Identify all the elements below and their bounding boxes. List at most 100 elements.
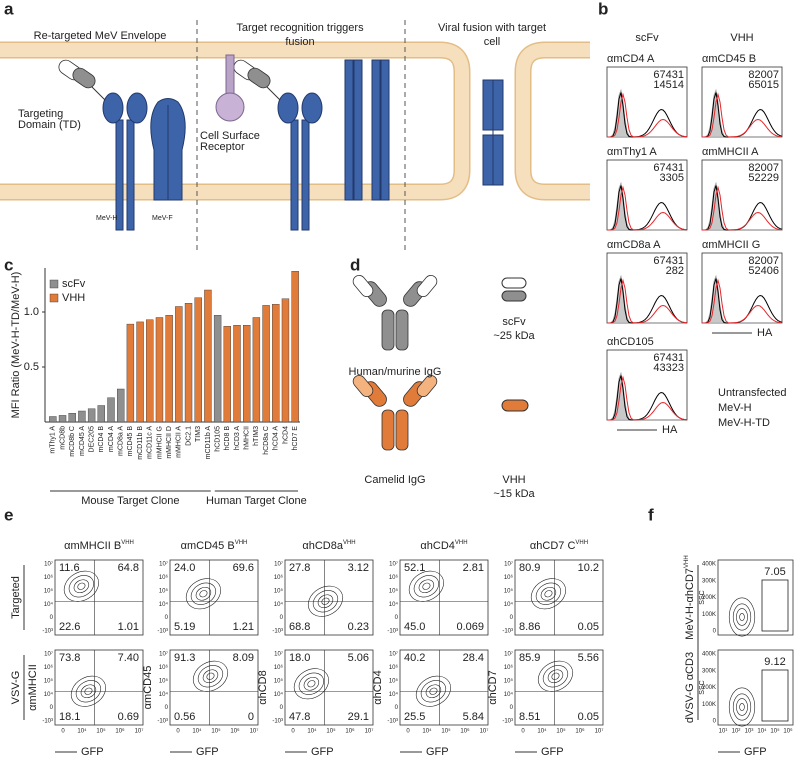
plot-frame bbox=[514, 559, 604, 636]
x-tick-label: hCD7 E bbox=[292, 426, 299, 451]
plot-title: αhCD7 CVHH bbox=[530, 540, 588, 552]
y-tick-label: -10³ bbox=[42, 629, 53, 635]
bar bbox=[117, 388, 125, 423]
bar bbox=[252, 317, 261, 423]
group-label: Mouse Target Clone bbox=[81, 495, 179, 507]
mev-h-td-curve bbox=[702, 185, 783, 231]
y-tick-label: 400K bbox=[702, 562, 716, 568]
vhh-icon bbox=[501, 399, 529, 412]
histogram-title: αhCD105 bbox=[607, 336, 654, 348]
y-tick-label: 0 bbox=[713, 629, 717, 635]
contour bbox=[77, 582, 86, 590]
x-tick-label: mMHCII G bbox=[156, 426, 163, 459]
x-tick-label: 10⁶ bbox=[575, 728, 585, 735]
x-tick-label: 10⁴ bbox=[537, 728, 547, 735]
y-tick-label: 300K bbox=[702, 668, 716, 674]
y-tick-label: 10⁷ bbox=[159, 561, 168, 568]
y-tick-label: 10⁴ bbox=[159, 691, 169, 698]
head bbox=[277, 92, 299, 124]
contour bbox=[732, 603, 752, 631]
label: Domain (TD) bbox=[18, 119, 81, 131]
quadrant-value: 10.2 bbox=[578, 562, 599, 574]
y-tick-label: 10⁶ bbox=[159, 574, 169, 581]
y-tick-label: 10⁴ bbox=[44, 601, 54, 608]
histogram-title: αmMHCII A bbox=[702, 146, 759, 158]
bar bbox=[262, 305, 270, 423]
contour bbox=[739, 613, 745, 621]
mfi-value: 67431 bbox=[653, 69, 684, 81]
domain bbox=[247, 67, 271, 89]
quadrant-value: 0.23 bbox=[348, 621, 369, 633]
quadrant-value: 2.81 bbox=[463, 562, 484, 574]
y-tick-label: 0 bbox=[280, 705, 284, 711]
histogram-title: αmMHCII G bbox=[702, 239, 760, 251]
y-tick-label: 400K bbox=[702, 652, 716, 658]
quadrant-value: 52.1 bbox=[404, 562, 425, 574]
y-tick-label: 10⁵ bbox=[44, 587, 54, 594]
section-title: fusion bbox=[285, 36, 314, 48]
light-chain bbox=[352, 275, 374, 297]
y-tick-label: 200K bbox=[702, 685, 716, 691]
bar bbox=[146, 319, 154, 423]
text-sup: VHH bbox=[235, 540, 248, 546]
contour bbox=[307, 585, 344, 617]
bar bbox=[78, 410, 86, 423]
untransfected-curve bbox=[606, 88, 687, 138]
section-title: cell bbox=[484, 36, 501, 48]
quadrant-value: 5.56 bbox=[578, 652, 599, 664]
contour bbox=[535, 582, 562, 605]
x-tick-label: 10⁵ bbox=[96, 728, 106, 735]
text-sup: VHH bbox=[121, 540, 134, 546]
head bbox=[102, 92, 124, 124]
x-tick-label: hCD8a C bbox=[263, 426, 270, 455]
quadrant-value: 24.0 bbox=[174, 562, 195, 574]
contour bbox=[537, 660, 574, 692]
contour bbox=[418, 579, 435, 594]
x-tick-label: mCD45 B bbox=[127, 426, 134, 457]
quadrant-value: 8.86 bbox=[519, 621, 540, 633]
mev-h-curve bbox=[607, 185, 688, 231]
x-tick-label: 0 bbox=[406, 729, 410, 735]
x-tick-label: mMHCII A bbox=[176, 426, 183, 458]
y-tick-label: 10⁵ bbox=[274, 677, 284, 684]
y-tick-label: 10⁴ bbox=[389, 601, 399, 608]
quadrant-value: 5.84 bbox=[463, 711, 484, 723]
stalk bbox=[126, 119, 135, 231]
histogram-title: αmCD4 A bbox=[607, 53, 655, 65]
y-tick-label: 0 bbox=[395, 615, 399, 621]
untransfected-curve bbox=[701, 181, 782, 231]
y-tick-label: 10⁵ bbox=[504, 587, 514, 594]
quadrant-value: 8.51 bbox=[519, 711, 540, 723]
plot-title: αhCD4VHH bbox=[420, 540, 467, 552]
contour bbox=[530, 578, 566, 610]
mfi-value: 67431 bbox=[653, 255, 684, 267]
pore-protein bbox=[482, 79, 504, 186]
quadrant-value: 45.0 bbox=[404, 621, 425, 633]
text-sup: VHH bbox=[343, 540, 356, 546]
label: Cell Surface bbox=[200, 130, 260, 142]
contour bbox=[63, 570, 99, 602]
plot-title: αmMHCII BVHH bbox=[64, 540, 134, 552]
stalk bbox=[301, 119, 310, 231]
y-tick-label: 10⁴ bbox=[389, 691, 399, 698]
bar bbox=[155, 317, 164, 423]
x-tick-label: 10⁴ bbox=[77, 728, 87, 735]
x-tick-label: 10² bbox=[732, 729, 741, 735]
mev-h-td-curve bbox=[607, 278, 688, 324]
contour bbox=[312, 590, 339, 613]
contour bbox=[185, 578, 221, 610]
y-tick-label: 10⁴ bbox=[159, 601, 169, 608]
mev-h-td-curve bbox=[702, 278, 783, 324]
y-tick-label: 10⁶ bbox=[159, 664, 169, 671]
contour bbox=[321, 597, 330, 605]
y-tick-label: 10⁷ bbox=[44, 561, 53, 568]
mfi-value: 82007 bbox=[748, 162, 779, 174]
x-tick-label: 10⁵ bbox=[211, 728, 221, 735]
x-tick-label: 10⁷ bbox=[250, 728, 259, 735]
x-tick-label: hCD4 A bbox=[273, 426, 280, 450]
x-tick-label: 10³ bbox=[745, 729, 754, 735]
x-tick-label: hCD105 bbox=[214, 426, 221, 452]
quadrant-value: 28.4 bbox=[463, 652, 484, 664]
long-stalk bbox=[380, 59, 390, 201]
plot-title: αmCD45 BVHH bbox=[181, 540, 248, 552]
